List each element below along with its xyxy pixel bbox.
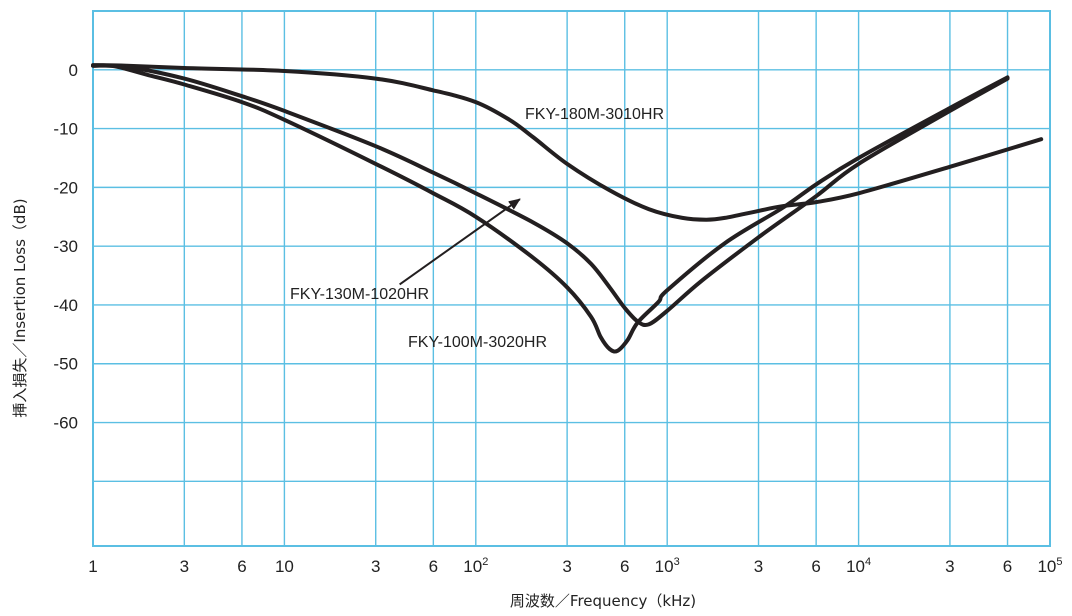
series-label-fky-100m: FKY-100M-3020HR xyxy=(408,334,547,351)
x-tick-label: 6 xyxy=(620,557,629,576)
series-lines xyxy=(91,63,1044,354)
x-tick-label: 104 xyxy=(846,556,871,576)
annotations: FKY-180M-3010HR FKY-130M-1020HR FKY-100M… xyxy=(290,106,664,351)
annotation-arrow xyxy=(399,198,521,286)
x-axis-title: 周波数／Frequency（kHz) xyxy=(510,592,696,610)
y-tick-label: -20 xyxy=(53,178,78,197)
plot-frame xyxy=(92,10,1051,547)
series-label-fky-180m: FKY-180M-3010HR xyxy=(525,106,664,123)
y-tick-label: -60 xyxy=(53,414,78,433)
series-line-fky-180m-3010hr xyxy=(91,63,1044,222)
y-axis-title: 挿入損失／Insertion Loss（dB) xyxy=(11,198,29,417)
series-line-fky-130m-1020hr xyxy=(91,63,1010,328)
x-tick-label: 3 xyxy=(945,557,954,576)
grid xyxy=(92,10,1051,547)
x-tick-label: 3 xyxy=(180,557,189,576)
y-tick-label: -10 xyxy=(53,120,78,139)
y-tick-label: 0 xyxy=(69,61,78,80)
y-tick-label: -40 xyxy=(53,296,78,315)
x-tick-label: 3 xyxy=(371,557,380,576)
x-tick-label: 6 xyxy=(237,557,246,576)
x-tick-label: 6 xyxy=(429,557,438,576)
x-tick-label: 1 xyxy=(88,557,97,576)
x-tick-label: 3 xyxy=(562,557,571,576)
series-line-fky-100m-3020hr xyxy=(91,63,1010,354)
y-tick-label: -50 xyxy=(53,355,78,374)
x-tick-label: 6 xyxy=(1003,557,1012,576)
y-tick-labels: 0 -10 -20 -30 -40 -50 -60 xyxy=(53,61,78,433)
x-tick-label: 103 xyxy=(655,556,680,576)
x-tick-label: 102 xyxy=(463,556,488,576)
x-tick-label: 3 xyxy=(754,557,763,576)
x-tick-label: 105 xyxy=(1037,556,1062,576)
x-tick-label: 10 xyxy=(275,557,294,576)
x-tick-label: 6 xyxy=(811,557,820,576)
series-label-fky-130m: FKY-130M-1020HR xyxy=(290,286,429,303)
y-tick-label: -30 xyxy=(53,237,78,256)
x-tick-labels: 1 3 6 10 3 6 102 3 6 103 3 6 104 3 6 105 xyxy=(88,556,1062,576)
